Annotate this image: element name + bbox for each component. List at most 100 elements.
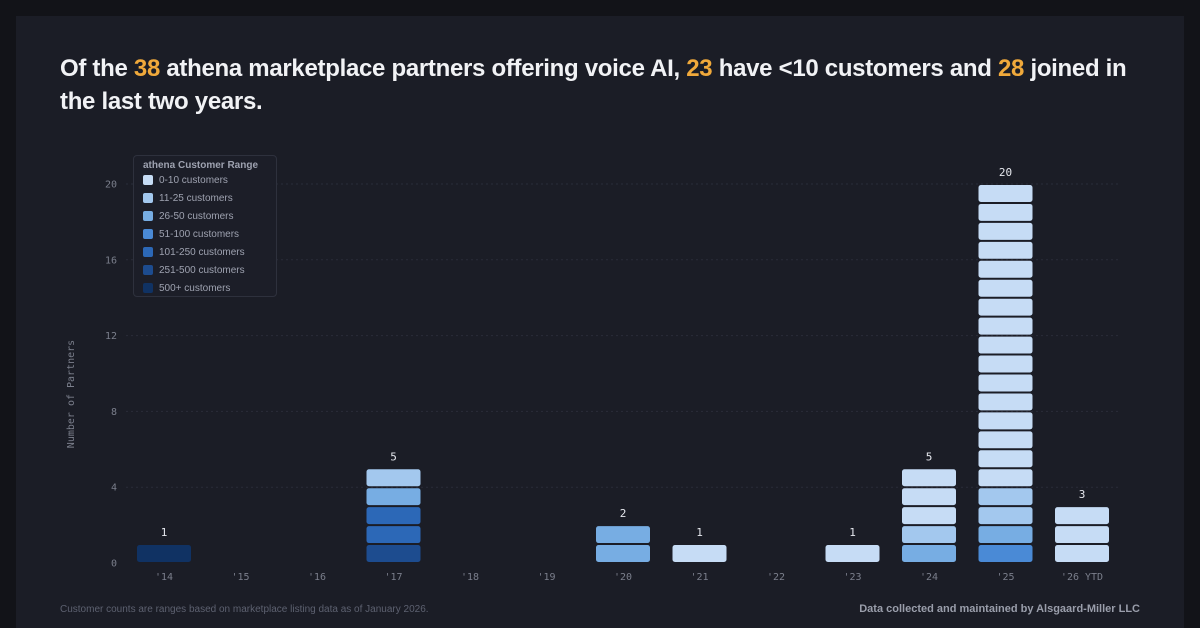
bar-segment	[825, 545, 880, 562]
x-tick-label: '20	[614, 572, 632, 583]
bar-segment	[978, 241, 1033, 259]
legend-item: 251-500 customers	[143, 263, 245, 277]
bar-segment	[366, 545, 421, 562]
bar-segment	[902, 488, 956, 506]
bar-segment	[978, 279, 1033, 297]
bar-segment	[978, 203, 1033, 221]
bar-segment	[366, 526, 421, 544]
legend-item: 51-100 customers	[143, 227, 239, 241]
legend: athena Customer Range 0-10 customers 11-2…	[133, 155, 277, 297]
bar-segment	[596, 545, 650, 562]
y-axis-label: Number of Partners	[66, 340, 77, 448]
bar-total-label: 20	[999, 166, 1012, 179]
bar-segment	[978, 526, 1033, 544]
gridlines	[126, 183, 1120, 488]
bar-total-label: 1	[161, 526, 168, 539]
x-tick-label: '14	[155, 572, 173, 583]
bar-segment	[978, 507, 1033, 525]
legend-title: athena Customer Range	[143, 160, 259, 171]
x-tick-label: '23	[843, 572, 861, 583]
bar-segment	[978, 393, 1033, 411]
x-tick-label: '16	[308, 572, 326, 583]
bar-segment	[978, 374, 1033, 392]
bar-segment	[1055, 526, 1109, 544]
legend-item: 101-250 customers	[143, 245, 245, 259]
bar-segment	[978, 298, 1033, 316]
legend-swatch	[143, 265, 153, 275]
legend-swatch	[143, 283, 153, 293]
bar-segment	[902, 526, 956, 544]
bar-segment	[978, 260, 1033, 278]
x-tick-label: '21	[690, 572, 708, 583]
bar-segment	[978, 488, 1033, 506]
bar-segment	[978, 317, 1033, 335]
legend-item: 26-50 customers	[143, 209, 233, 223]
x-tick-label: '26 YTD	[1061, 572, 1103, 583]
legend-swatch	[143, 211, 153, 221]
bar-segment	[978, 336, 1033, 354]
bar-segment	[1055, 545, 1109, 562]
legend-swatch	[143, 175, 153, 185]
legend-label: 26-50 customers	[159, 210, 234, 222]
footer-note: Customer counts are ranges based on mark…	[60, 604, 429, 615]
bar-segment	[366, 488, 421, 506]
bar-segment	[978, 412, 1033, 430]
bar-total-label: 1	[696, 526, 703, 539]
bar-segment	[978, 355, 1033, 373]
x-tick-label: '17	[384, 572, 402, 583]
bar-total-label: 1	[849, 526, 856, 539]
bar-segment	[978, 431, 1033, 449]
bar-segment	[1055, 507, 1109, 525]
bar-segment	[978, 450, 1033, 468]
headline: Of the 38 athena marketplace partners of…	[60, 52, 1140, 118]
highlight-total-partners: 38	[133, 55, 161, 82]
bar-totals: 1 5 2 1 1 5 20 3	[161, 166, 1086, 539]
bar-segment	[672, 545, 727, 562]
bar-segment	[137, 545, 191, 562]
headline-text: joined in the last two years.	[60, 55, 1127, 115]
y-tick-label: 12	[105, 331, 117, 342]
bar-segment	[596, 526, 650, 544]
legend-label: 0-10 customers	[159, 174, 228, 186]
x-tick-label: '18	[461, 572, 479, 583]
legend-label: 11-25 customers	[159, 192, 233, 204]
y-axis-ticks: 0 4 8 12 16 20	[105, 180, 117, 570]
legend-swatch	[143, 229, 153, 239]
legend-item: 11-25 customers	[143, 191, 233, 205]
headline-text: Of the	[60, 55, 134, 82]
bar-segment	[366, 469, 421, 487]
legend-label: 51-100 customers	[159, 228, 240, 240]
bar-segment	[978, 469, 1033, 487]
legend-label: 500+ customers	[159, 282, 231, 294]
footer-credit: Data collected and maintained by Alsgaar…	[859, 603, 1140, 615]
highlight-small-partners: 23	[686, 55, 713, 82]
x-tick-label: '25	[996, 572, 1014, 583]
legend-label: 251-500 customers	[159, 264, 245, 276]
y-tick-label: 8	[111, 407, 117, 418]
x-tick-label: '15	[231, 572, 249, 583]
bar-total-label: 2	[620, 507, 627, 520]
x-tick-label: '19	[537, 572, 555, 583]
bar-total-label: 5	[390, 450, 397, 463]
legend-item: 0-10 customers	[143, 173, 228, 187]
y-tick-label: 20	[105, 180, 117, 191]
bar-segment	[902, 507, 956, 525]
bar-segment	[978, 185, 1033, 202]
bar-segment	[902, 469, 956, 487]
headline-text: athena marketplace partners offering voi…	[160, 55, 687, 82]
legend-swatch	[143, 247, 153, 257]
bar-total-label: 5	[926, 450, 933, 463]
bar-total-label: 3	[1079, 488, 1086, 501]
y-tick-label: 0	[111, 559, 117, 570]
headline-text: have <10 customers and	[712, 55, 998, 82]
legend-item: 500+ customers	[143, 281, 230, 295]
x-axis-ticks: '14 '15 '16 '17 '18 '19 '20 '21 '22 '23 '24 '25 '26 …	[155, 572, 1103, 583]
legend-swatch	[143, 193, 153, 203]
x-tick-label: '24	[920, 572, 938, 583]
bar-segment	[978, 545, 1033, 562]
x-tick-label: '22	[767, 572, 785, 583]
bars	[137, 185, 1109, 562]
highlight-recent-partners: 28	[997, 55, 1025, 82]
bar-segment	[978, 222, 1033, 240]
